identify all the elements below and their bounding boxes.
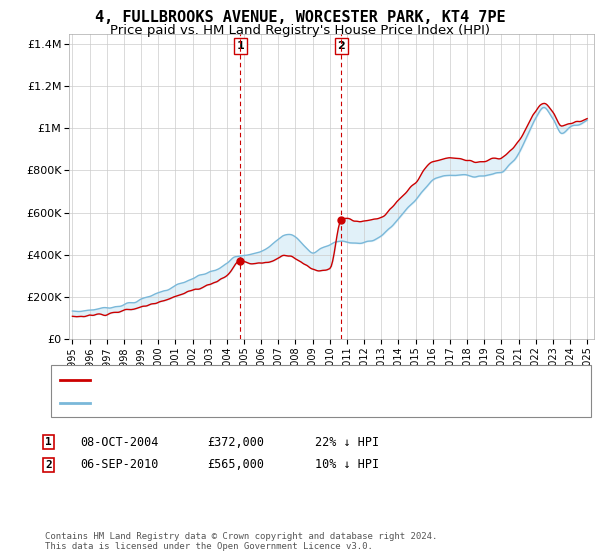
- Text: 2: 2: [337, 41, 345, 51]
- Text: 4, FULLBROOKS AVENUE, WORCESTER PARK, KT4 7PE (detached house): 4, FULLBROOKS AVENUE, WORCESTER PARK, KT…: [94, 375, 497, 385]
- Text: 1: 1: [45, 437, 52, 447]
- Text: 22% ↓ HPI: 22% ↓ HPI: [315, 436, 379, 449]
- Text: 10% ↓ HPI: 10% ↓ HPI: [315, 458, 379, 472]
- Text: Contains HM Land Registry data © Crown copyright and database right 2024.
This d: Contains HM Land Registry data © Crown c…: [45, 532, 437, 552]
- Text: 2: 2: [45, 460, 52, 470]
- Text: Price paid vs. HM Land Registry's House Price Index (HPI): Price paid vs. HM Land Registry's House …: [110, 24, 490, 36]
- Text: HPI: Average price, detached house, Kingston upon Thames: HPI: Average price, detached house, King…: [94, 398, 458, 408]
- Text: 4, FULLBROOKS AVENUE, WORCESTER PARK, KT4 7PE: 4, FULLBROOKS AVENUE, WORCESTER PARK, KT…: [95, 10, 505, 25]
- Text: £372,000: £372,000: [207, 436, 264, 449]
- Text: 06-SEP-2010: 06-SEP-2010: [80, 458, 158, 472]
- Text: £565,000: £565,000: [207, 458, 264, 472]
- Text: 08-OCT-2004: 08-OCT-2004: [80, 436, 158, 449]
- Text: 1: 1: [236, 41, 244, 51]
